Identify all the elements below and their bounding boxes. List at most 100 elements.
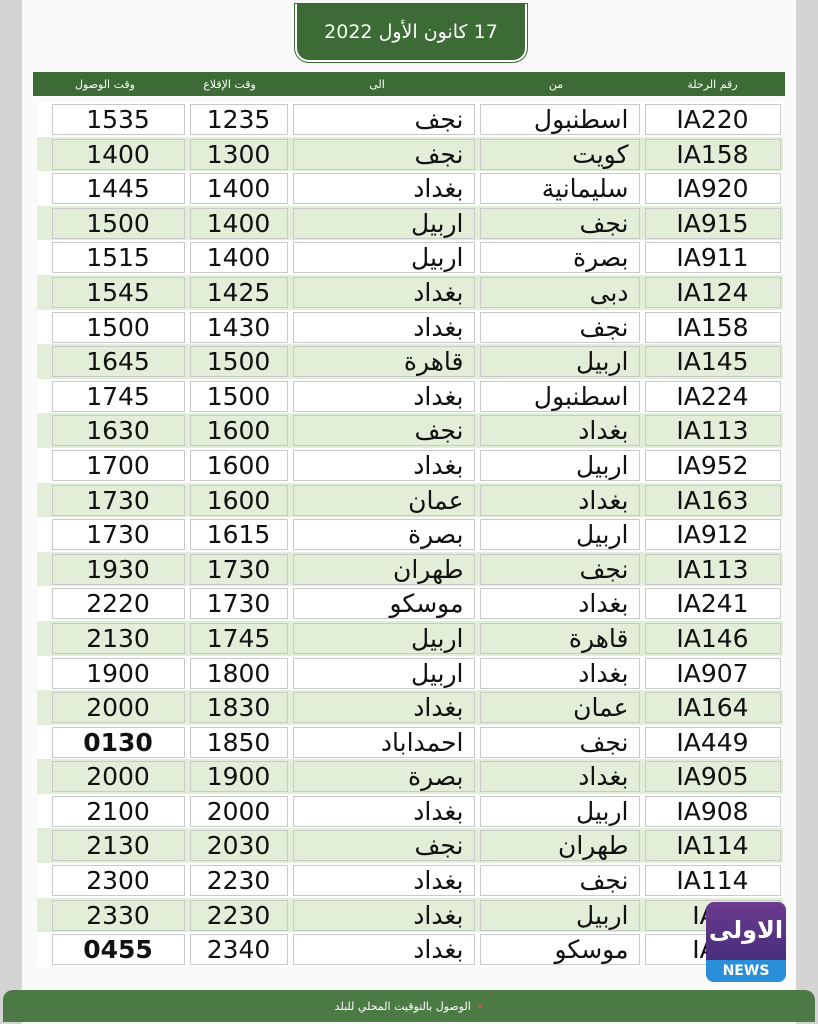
table-cell: اربيل: [479, 449, 640, 481]
table-cell: IA220: [644, 104, 781, 135]
table-row: IA163 بغداد عمان 1600 1730: [37, 482, 783, 518]
table-cell: 1930: [51, 553, 185, 585]
table-cell: عمان: [479, 692, 640, 724]
table-cell: IA915: [644, 207, 781, 239]
table-cell: 2300: [51, 865, 185, 897]
table-cell: 2000: [51, 692, 185, 724]
table-cell: IA907: [644, 657, 781, 689]
table-cell: نجف: [292, 830, 475, 862]
table-cell: 1235: [189, 104, 288, 135]
table-cell: سليمانية: [479, 173, 640, 205]
table-cell: 1600: [189, 484, 288, 516]
table-cell: 1745: [189, 622, 288, 654]
table-cell: 2030: [189, 830, 288, 862]
table-row: IA146 قاهرة اربيل 1745 2130: [37, 620, 783, 656]
column-header: وقت الوصول: [75, 77, 135, 91]
table-cell: بغداد: [292, 899, 475, 931]
table-cell: 1645: [51, 346, 185, 378]
table-cell: طهران: [292, 553, 475, 585]
table-cell: 1445: [51, 173, 185, 205]
table-row: IA2موسكوبغداد23400455: [37, 932, 783, 967]
table-cell: اربيل: [292, 242, 475, 274]
table-cell: IA905: [644, 761, 781, 793]
table-row: IA224 اسطنبول بغداد 1500 1745: [37, 378, 783, 414]
table-row: IA911 بصرة اربيل 1400 1515: [37, 240, 783, 275]
table-cell: 1400: [189, 173, 288, 205]
table-cell: IA449: [644, 726, 781, 758]
table-cell: IA113: [644, 553, 781, 585]
table-cell: اسطنبول: [479, 104, 640, 135]
table-cell: قاهرة: [479, 622, 640, 654]
table-cell: اسطنبول: [479, 380, 640, 412]
table-row: IA124 دبى بغداد 1425 1545: [37, 274, 783, 310]
table-row: IA920 سليمانية بغداد 1400 1445: [37, 171, 783, 206]
table-row: IA114 نجف بغداد 2230 2300: [37, 863, 783, 898]
table-row: IA164 عمان بغداد 1830 2000: [37, 690, 783, 725]
title: 17 كانون الأول 2022: [295, 4, 527, 62]
table-cell: IA158: [644, 138, 781, 170]
table-cell: IA114: [644, 865, 781, 897]
table-cell: 2330: [51, 899, 185, 931]
table-cell: بغداد: [292, 173, 475, 205]
table-cell: 1615: [189, 519, 288, 551]
footer-note: الوصول بالتوقيت المحلي للبلد: [334, 999, 471, 1013]
table-row: IA114 طهران نجف 2030 2130: [37, 828, 783, 864]
table-row: IA905 بغداد بصرة 1900 2000: [37, 759, 783, 794]
table-row: IA952 اربيل بغداد 1600 1700: [37, 447, 783, 483]
table-cell: 1425: [189, 276, 288, 308]
table-cell: 2100: [51, 795, 185, 827]
table-cell: 1630: [51, 415, 185, 447]
table-cell: 1400: [51, 138, 185, 170]
table-cell: نجف: [479, 311, 640, 343]
table-cell: 1900: [189, 761, 288, 793]
table-cell: 1730: [51, 519, 185, 551]
table-cell: IA911: [644, 242, 781, 274]
table-cell: بغداد: [292, 934, 475, 966]
table-cell: نجف: [292, 104, 475, 135]
table-cell: 2230: [189, 899, 288, 931]
table-cell: بغداد: [479, 761, 640, 793]
table-cell: اربيل: [479, 519, 640, 551]
table-cell: 2000: [189, 795, 288, 827]
table-cell: نجف: [479, 865, 640, 897]
table-cell: 1500: [51, 207, 185, 239]
column-header: من: [548, 77, 564, 91]
table-cell: 1500: [189, 380, 288, 412]
table-cell: 2000: [51, 761, 185, 793]
table-cell: اربيل: [479, 899, 640, 931]
table-cell: اربيل: [479, 346, 640, 378]
table-row: IA113 بغداد نجف 1600 1630: [37, 413, 783, 448]
table-cell: موسكو: [292, 588, 475, 620]
table-cell: IA124: [644, 276, 781, 308]
table-row: IA907 بغداد اربيل 1800 1900: [37, 655, 783, 691]
table-cell: بغداد: [292, 865, 475, 897]
table-cell: نجف: [479, 207, 640, 239]
logo: الاولى NEWS: [706, 902, 786, 982]
table-cell: IA164: [644, 692, 781, 724]
table-cell: كويت: [479, 138, 640, 170]
table-cell: 1730: [189, 553, 288, 585]
table-row: IA9اربيلبغداد22302330: [37, 897, 783, 933]
table-cell: عمان: [292, 484, 475, 516]
table-row: IA113 نجف طهران 1730 1930: [37, 551, 783, 587]
table-cell: 1700: [51, 449, 185, 481]
table-cell: موسكو: [479, 934, 640, 966]
table-cell: IA241: [644, 588, 781, 620]
table-cell: IA920: [644, 173, 781, 205]
table-cell: 1400: [189, 207, 288, 239]
table-cell: احمداباد: [292, 726, 475, 758]
table-cell: 2130: [51, 622, 185, 654]
table-cell: بغداد: [479, 588, 640, 620]
table-cell: اربيل: [292, 657, 475, 689]
table-cell: اربيل: [292, 207, 475, 239]
logo-arabic: الاولى: [708, 916, 784, 944]
table-cell: 1850: [189, 726, 288, 758]
table-cell: 1800: [189, 657, 288, 689]
table-cell: بغداد: [479, 657, 640, 689]
table-cell: 0130: [51, 726, 185, 758]
table-row: IA158 كويت نجف 1300 1400: [37, 136, 783, 172]
table-row: IA145 اربيل قاهرة 1500 1645: [37, 344, 783, 379]
table-header: رقم الرحلة من الى وقت الإقلاع وقت الوصول: [33, 72, 785, 96]
table-cell: طهران: [479, 830, 640, 862]
table-cell: 2340: [189, 934, 288, 966]
